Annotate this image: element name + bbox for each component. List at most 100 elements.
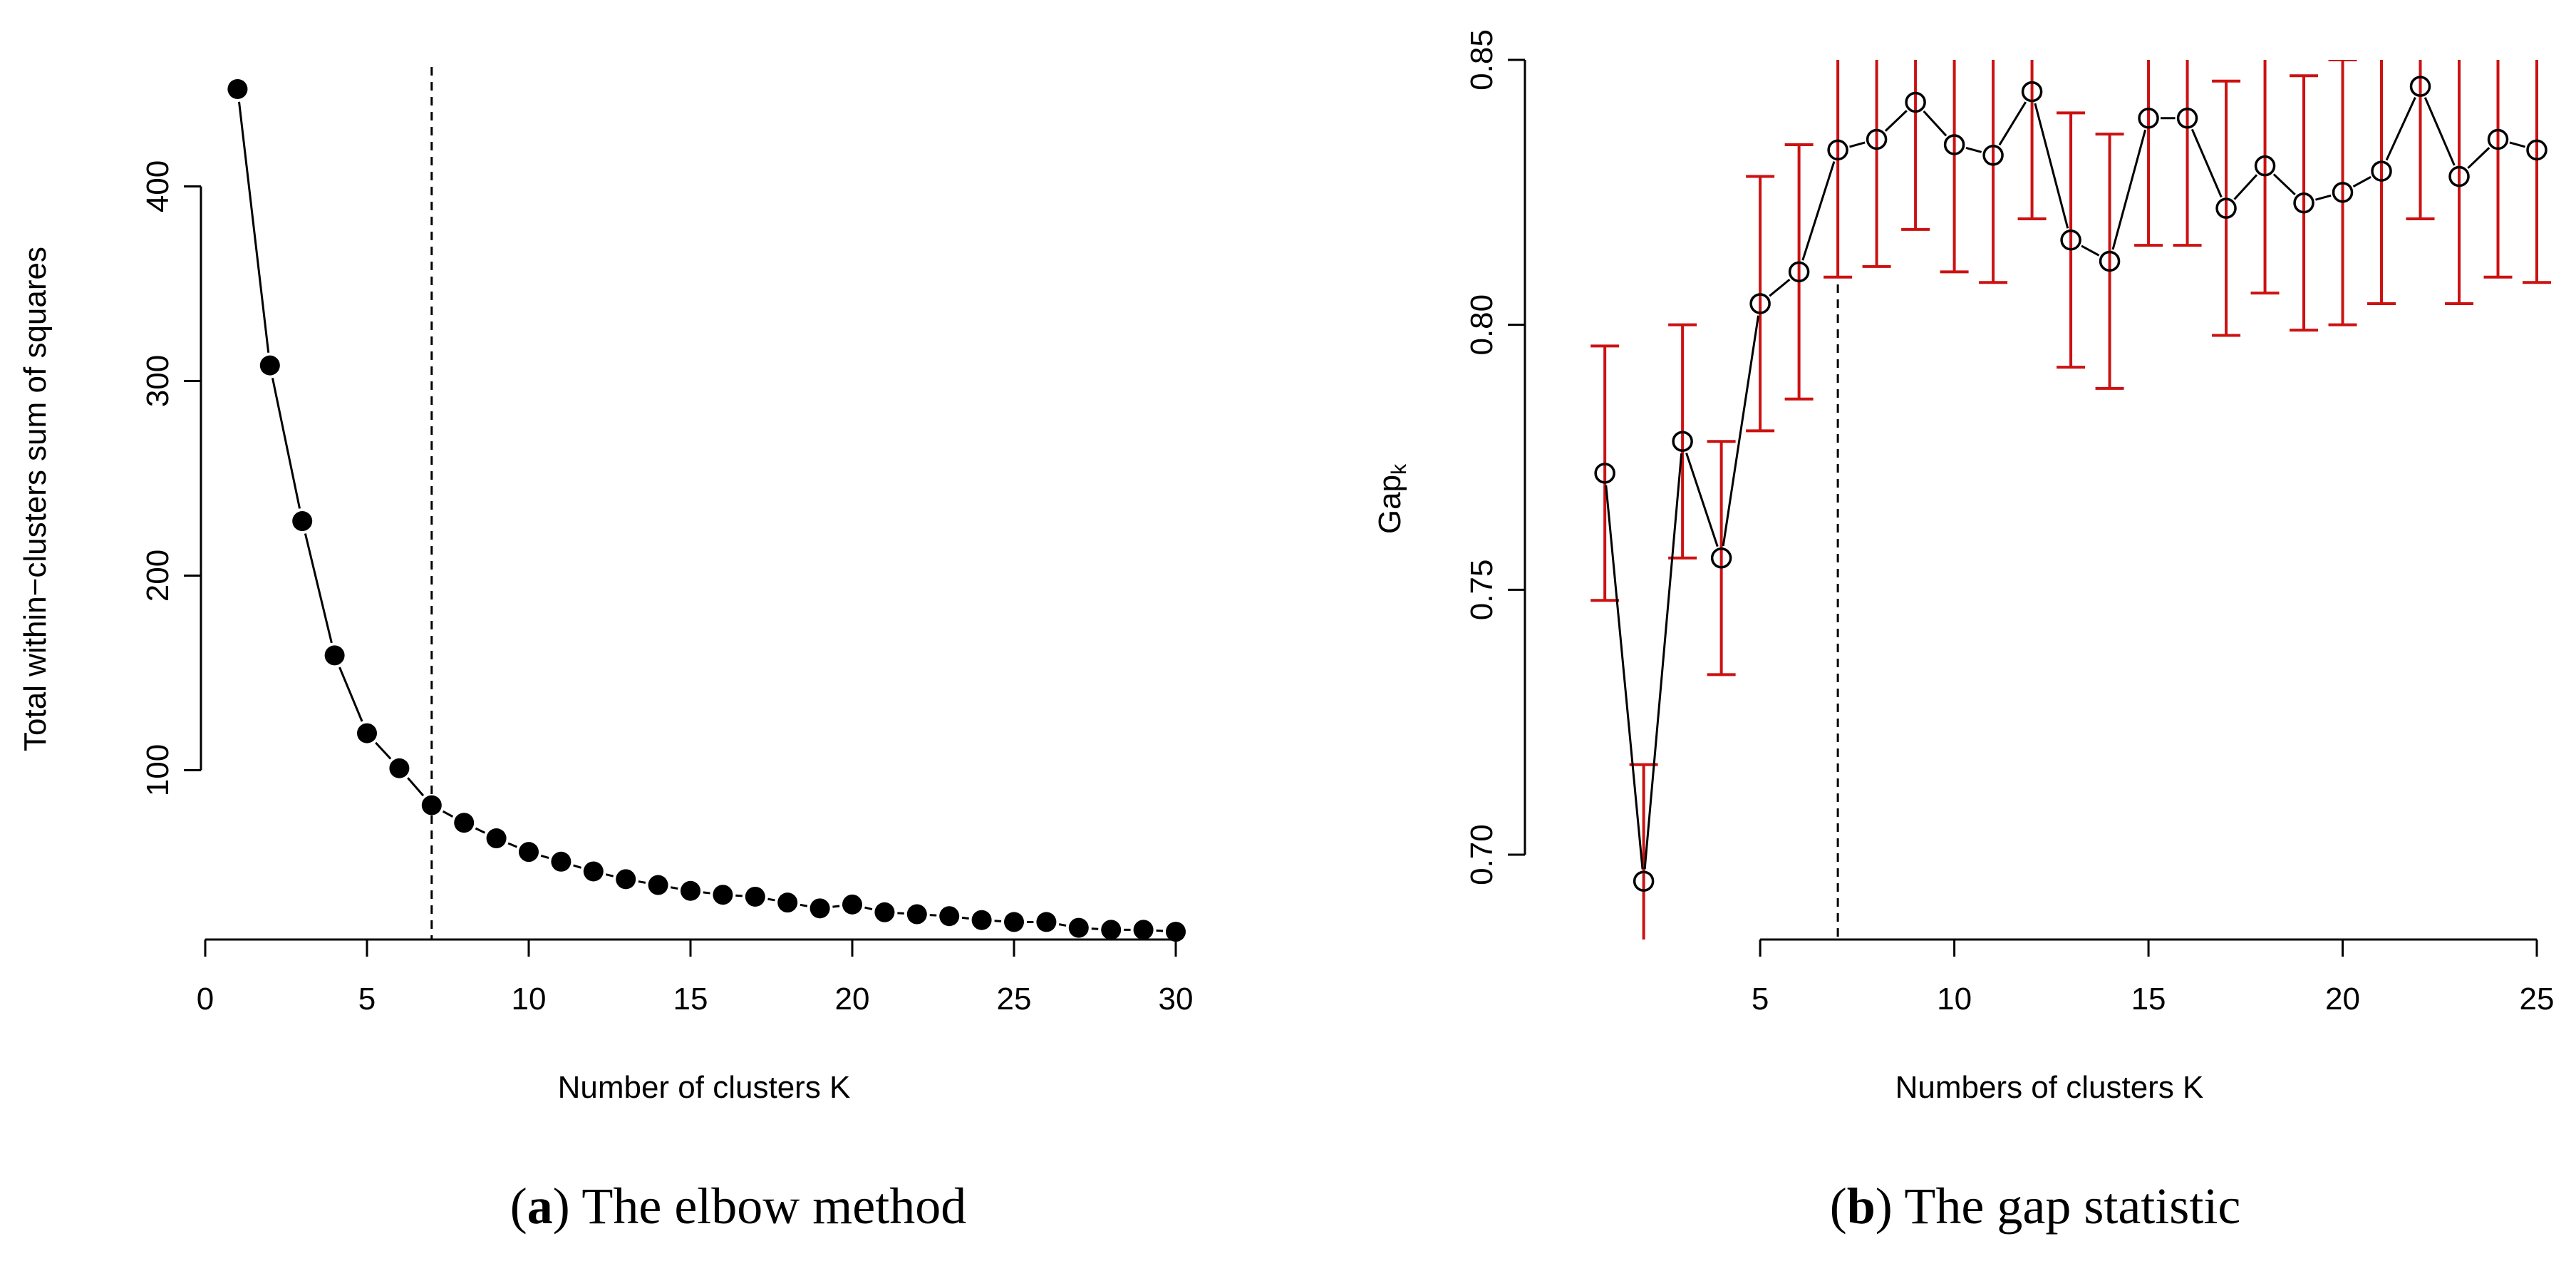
data-point (2371, 160, 2392, 182)
data-point (259, 355, 280, 376)
series-line-segment (1058, 923, 1067, 927)
data-point (519, 842, 539, 863)
series-line-segment (1091, 927, 1099, 930)
x-tick-label: 5 (1752, 982, 1769, 1017)
series-line-segment (2352, 175, 2371, 188)
series-line-segment (638, 880, 646, 884)
series-line-segment (1965, 146, 1982, 153)
elbow-chart: 0 5 10 15 20 25 30 100 200 300 400 Number of cluste… (18, 67, 1193, 1235)
series-line-segment (2424, 97, 2456, 166)
series-line-segment (735, 894, 743, 897)
data-point (713, 885, 733, 905)
data-point (648, 875, 668, 895)
series-line-segment (475, 827, 486, 834)
series-line-segment (2385, 96, 2416, 161)
x-tick-label: 0 (197, 982, 214, 1017)
caption: (a) The elbow method (510, 1178, 967, 1235)
y-tick-label: 0.70 (1464, 824, 1499, 885)
series-line-segment (2509, 141, 2525, 148)
x-tick-label: 30 (1159, 982, 1194, 1017)
data-point (583, 861, 604, 882)
series-line-segment (1685, 452, 1719, 547)
x-tick-label: 15 (2131, 982, 2166, 1017)
series-line-segment (1849, 141, 1866, 148)
data-point (486, 828, 507, 849)
y-tick-label: 0.75 (1464, 560, 1499, 621)
data-point (2176, 108, 2198, 129)
y-axis-title: Gapk (1372, 463, 1411, 534)
data-point (1594, 463, 1615, 484)
caption-text: The gap statistic (1904, 1178, 2240, 1235)
caption: (b) The gap statistic (1830, 1178, 2241, 1235)
series-line-segment (1998, 101, 2027, 146)
series-line-segment (304, 533, 333, 644)
data-point (616, 869, 636, 890)
series-line-segment (238, 101, 270, 353)
series-line-segment (897, 912, 904, 915)
data-point (809, 898, 830, 919)
data-point (2293, 192, 2314, 214)
data-point (2332, 182, 2354, 203)
caption-label: b (1847, 1178, 1876, 1235)
series-line-segment (1605, 485, 1644, 870)
x-tick-label: 15 (673, 982, 708, 1017)
data-point (1166, 922, 1186, 942)
data-point (292, 511, 313, 532)
data-point (2526, 139, 2547, 161)
data-point (2060, 229, 2081, 251)
data-point (2099, 250, 2121, 272)
series-line-segment (1769, 278, 1791, 297)
x-tick-label: 20 (2325, 982, 2360, 1017)
data-point (2487, 128, 2509, 150)
data-point (1101, 920, 1122, 940)
series-line-segment (832, 905, 840, 908)
y-axis-title: Total within−clusters sum of squares (18, 247, 53, 751)
series-line-segment (1156, 929, 1164, 932)
data-point (1827, 139, 1848, 161)
series-line-segment (2315, 194, 2332, 201)
series-line-segment (375, 741, 392, 760)
caption-open-paren: ( (510, 1178, 527, 1235)
y-tick-label: 300 (140, 355, 175, 407)
data-point (745, 886, 765, 907)
series-line-segment (2272, 173, 2296, 196)
caption-close-paren: ) (553, 1178, 582, 1235)
series-line-segment (540, 854, 549, 860)
x-tick-label: 10 (1937, 982, 1972, 1017)
series-line-segment (605, 873, 614, 878)
data-point (2215, 197, 2237, 219)
data-point (551, 851, 571, 872)
series-line-segment (407, 777, 425, 797)
data-point (1004, 912, 1024, 932)
x-tick-label: 5 (358, 982, 376, 1017)
data-point (421, 795, 442, 815)
series-line-segment (2081, 245, 2100, 257)
data-point (454, 813, 475, 833)
data-point (1982, 145, 2004, 166)
series-line-segment (1643, 453, 1683, 870)
data-point (842, 894, 862, 915)
y-axis-title-sub: k (1387, 463, 1411, 475)
x-tick-label: 10 (512, 982, 547, 1017)
caption-label: a (527, 1178, 553, 1235)
data-point (2021, 81, 2043, 103)
data-point (2448, 165, 2470, 187)
series-line-segment (994, 920, 1002, 922)
data-point (2254, 155, 2276, 177)
caption-text: The elbow method (581, 1178, 966, 1235)
y-tick-label: 0.80 (1464, 294, 1499, 356)
series-line-segment (271, 377, 301, 509)
data-point (1133, 920, 1154, 940)
y-tick-label: 400 (140, 160, 175, 212)
y-axis-title-main: Gap (1372, 475, 1407, 534)
data-point (1710, 547, 1732, 569)
series-line-segment (2467, 147, 2490, 169)
data-point (906, 904, 927, 925)
caption-close-paren: ) (1876, 1178, 1905, 1235)
series-line-segment (864, 906, 873, 911)
data-point (874, 902, 895, 922)
data-point (1068, 917, 1089, 938)
series-line-segment (2233, 174, 2258, 200)
data-point (1036, 912, 1057, 932)
